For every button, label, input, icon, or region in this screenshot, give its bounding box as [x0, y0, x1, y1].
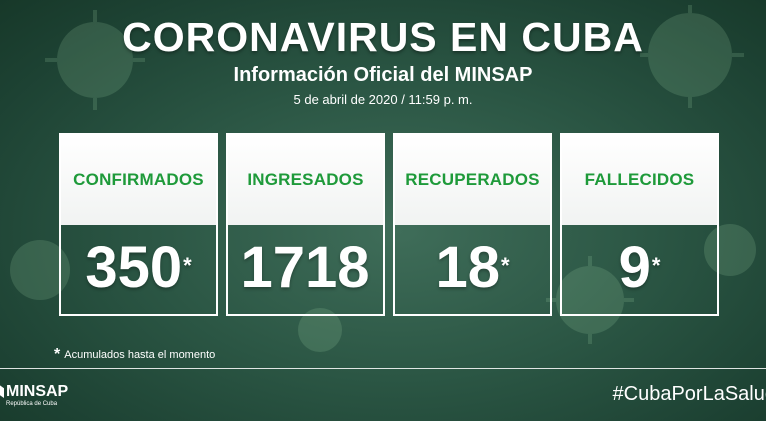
- asterisk-icon: *: [651, 253, 661, 278]
- stat-label: INGRESADOS: [247, 170, 364, 189]
- footnote-asterisk-icon: *: [54, 346, 61, 363]
- flag-icon: [0, 384, 4, 398]
- asterisk-icon: *: [183, 253, 192, 278]
- stat-card-header: [228, 135, 383, 225]
- stat-value: 9: [618, 235, 651, 300]
- logo-name: MINSAP: [6, 383, 69, 400]
- hashtag: #CubaPorLaSalud: [612, 383, 766, 405]
- report-date: 5 de abril de 2020 / 11:59 p. m.: [293, 92, 473, 107]
- stat-value: 350: [85, 235, 183, 300]
- asterisk-icon: *: [500, 253, 510, 278]
- page-subtitle: Información Oficial del MINSAP: [233, 64, 533, 86]
- stat-card-header: [562, 135, 717, 225]
- stat-card-recuperados: RECUPERADOS 18*: [393, 133, 552, 316]
- footnote-text: Acumulados hasta el momento: [64, 349, 216, 361]
- stat-card-header: [61, 135, 216, 225]
- stat-value: 18: [435, 235, 500, 300]
- stat-card-header: [395, 135, 550, 225]
- footer-divider: [0, 368, 766, 369]
- stat-value: 1718: [240, 235, 370, 300]
- stat-value-wrap: 1718: [228, 235, 383, 301]
- footnote: * Acumulados hasta el momento: [54, 345, 215, 363]
- stat-card-ingresados: INGRESADOS 1718: [226, 133, 385, 316]
- stat-label: CONFIRMADOS: [73, 170, 204, 189]
- stat-card-fallecidos: FALLECIDOS 9*: [560, 133, 719, 316]
- stat-card-confirmados: CONFIRMADOS 350*: [59, 133, 218, 316]
- stat-value-wrap: 350*: [61, 235, 216, 301]
- stat-value-wrap: 18*: [395, 235, 550, 301]
- stat-label: FALLECIDOS: [584, 170, 695, 189]
- stat-label: RECUPERADOS: [405, 170, 540, 189]
- minsap-logo: MINSAP República de Cuba: [0, 381, 80, 411]
- page-title: CORONAVIRUS EN CUBA: [122, 14, 644, 60]
- stat-value-wrap: 9*: [562, 235, 717, 301]
- logo-subtitle: República de Cuba: [6, 401, 58, 407]
